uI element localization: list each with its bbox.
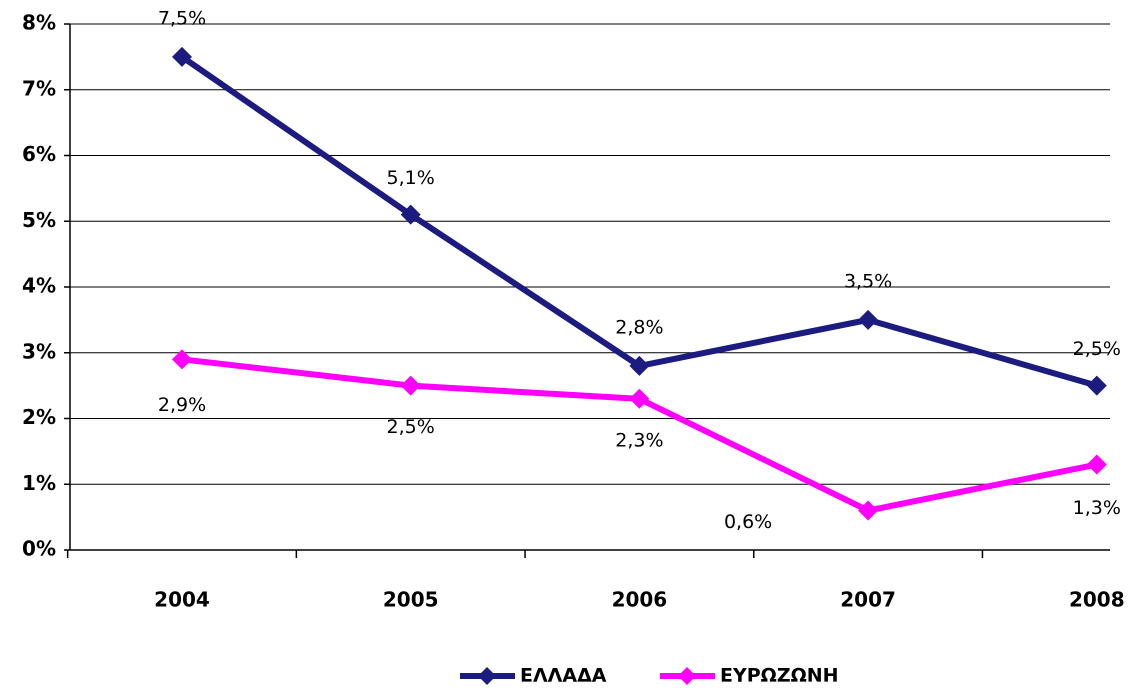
x-tick-label: 2008 — [1069, 588, 1125, 612]
y-tick-label: 4% — [22, 274, 56, 298]
data-point — [629, 355, 650, 376]
legend-marker — [678, 667, 696, 685]
data-label: 0,6% — [724, 511, 772, 533]
data-point — [400, 204, 421, 225]
data-point — [858, 309, 879, 330]
data-point — [172, 46, 192, 67]
y-tick-label: 2% — [22, 405, 56, 429]
legend-marker — [478, 667, 496, 685]
data-label: 5,1% — [387, 167, 435, 189]
y-tick-label: 8% — [22, 11, 56, 35]
data-point — [629, 388, 650, 409]
y-tick-label: 0% — [22, 537, 56, 561]
y-tick-label: 7% — [22, 76, 56, 100]
x-tick-label: 2006 — [612, 588, 668, 612]
x-tick-label: 2004 — [154, 588, 210, 612]
x-tick-label: 2005 — [383, 588, 439, 612]
y-tick-label: 3% — [22, 339, 56, 363]
data-point — [1086, 454, 1107, 475]
data-label: 2,5% — [387, 416, 435, 438]
data-label: 2,9% — [158, 394, 206, 416]
data-point — [1086, 375, 1107, 396]
legend-label: ΕΛΛΑΔΑ — [520, 665, 607, 687]
data-point — [858, 500, 879, 521]
legend-label: ΕΥΡΩΖΩΝΗ — [720, 665, 839, 687]
data-label: 2,3% — [615, 429, 663, 451]
y-tick-label: 5% — [22, 208, 56, 232]
data-point — [172, 349, 192, 370]
data-label: 1,3% — [1073, 497, 1121, 519]
data-label: 2,5% — [1073, 338, 1121, 360]
data-label: 2,8% — [615, 316, 663, 338]
data-label: 3,5% — [844, 270, 892, 292]
y-tick-label: 6% — [22, 142, 56, 166]
y-tick-label: 1% — [22, 471, 56, 495]
data-label: 7,5% — [158, 7, 206, 29]
data-point — [400, 375, 421, 396]
x-tick-label: 2007 — [840, 588, 896, 612]
